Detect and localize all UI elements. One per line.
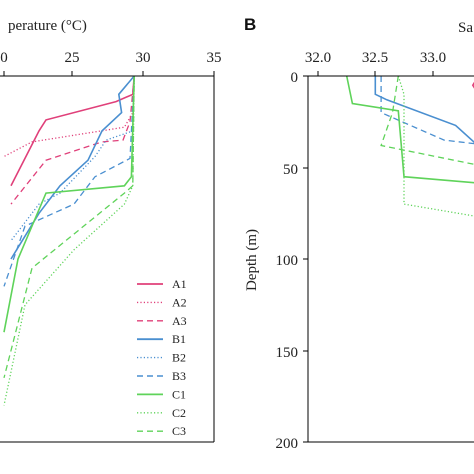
panel-a-xtick-35: 35 <box>207 50 222 66</box>
panel-b-series-c1 <box>345 75 474 184</box>
panel-b-ytick-200: 200 <box>276 436 299 452</box>
panel-b-series-a1 <box>471 81 474 89</box>
panel-a-series-c1 <box>3 75 135 333</box>
panel-a: perature (°C) 0 25 30 35 A1 A2 A3 B1 B2 B3 C1 C… <box>0 18 222 443</box>
panel-b-ytick-150: 150 <box>276 345 299 361</box>
panel-a-series-b3 <box>3 75 135 287</box>
panel-b-series-b3 <box>380 76 474 145</box>
panel-a-series <box>3 75 135 406</box>
legend-label-a3: A3 <box>172 314 187 328</box>
panel-b-series-c2 <box>397 75 474 217</box>
panel-a-series-a2 <box>3 75 135 158</box>
panel-a-series-b1 <box>10 75 135 260</box>
panel-a-series-c2 <box>3 75 135 406</box>
panel-a-series-a1 <box>10 75 135 187</box>
panel-b-series <box>345 75 474 217</box>
panel-b-ytick-100: 100 <box>276 253 299 269</box>
panel-b-ytick-50: 50 <box>283 162 298 178</box>
panel-a-series-b2 <box>10 75 135 242</box>
panel-b-series-c3 <box>380 75 474 165</box>
panel-a-xtick-30: 30 <box>136 50 151 66</box>
panel-b: B Sa 32.0 32.5 33.0 0 50 100 150 200 Dep… <box>244 15 474 452</box>
legend-label-a1: A1 <box>172 277 187 291</box>
legend-label-b1: B1 <box>172 332 186 346</box>
panel-a-axis-title: perature (°C) <box>8 18 87 34</box>
panel-b-axis-title: Sa <box>458 20 473 36</box>
panel-a-xtick-25: 25 <box>65 50 80 66</box>
panel-a-series-a3 <box>10 75 135 205</box>
panel-b-ticks <box>303 71 434 443</box>
panel-b-xtick-32-5: 32.5 <box>362 50 388 66</box>
panel-b-series-b1 <box>374 76 474 144</box>
legend-label-c2: C2 <box>172 406 186 420</box>
legend: A1 A2 A3 B1 B2 B3 C1 C2 C3 <box>137 277 187 438</box>
panel-a-series-c3 <box>3 75 135 379</box>
panel-a-ticks <box>3 71 215 76</box>
panel-b-xtick-32-0: 32.0 <box>305 50 331 66</box>
panel-b-label: B <box>244 15 256 34</box>
legend-label-b2: B2 <box>172 351 186 365</box>
legend-label-a2: A2 <box>172 295 187 309</box>
panel-b-xtick-33-0: 33.0 <box>420 50 446 66</box>
panel-a-xtick-0: 0 <box>0 50 8 66</box>
legend-label-c3: C3 <box>172 424 186 438</box>
panel-b-ylabel: Depth (m) <box>244 229 260 291</box>
legend-label-b3: B3 <box>172 369 186 383</box>
panel-b-ytick-0: 0 <box>291 70 299 86</box>
legend-label-c1: C1 <box>172 387 186 401</box>
